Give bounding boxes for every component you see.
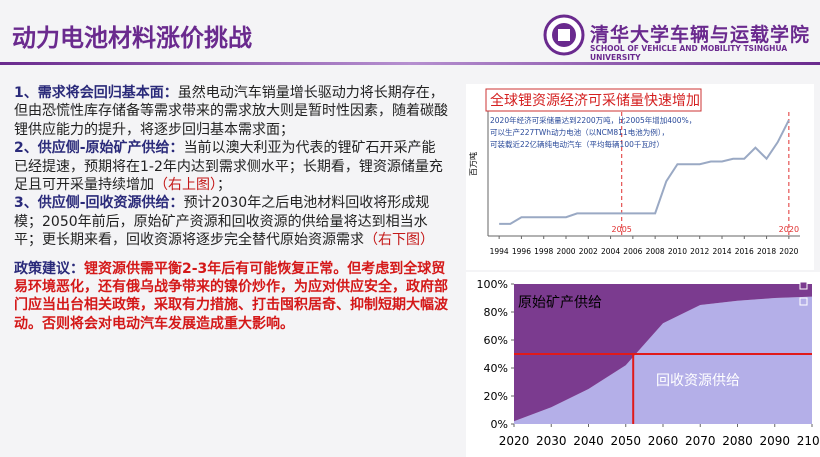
marker-label: 2020 [779,225,799,234]
area-chart: 0% 20% 40% 60% 80% 100% 2020 2030 2040 2050 2060 20… [466,272,820,457]
y-tick-label: 40% [484,362,508,375]
x-tick-label: 2100 [797,434,820,448]
y-tick-label: 80% [484,306,508,319]
x-tick-label: 2020 [499,434,530,448]
y-tick-label: 60% [484,334,508,347]
item: 3、供应侧-回收资源供给：预计2030年之后电池材料回收将形成规模；2050年前… [14,194,449,249]
x-tick-label: 1994 [490,247,509,256]
x-tick-label: 2080 [722,434,753,448]
text-panel: 1、需求将会回归基本面：虽然电动汽车销量增长驱动力将长期存在，但由恐慌性库存储备… [14,84,449,333]
x-tick-label: 2012 [690,247,709,256]
item: 1、需求将会回归基本面：虽然电动汽车销量增长驱动力将长期存在，但由恐慌性库存储备… [14,84,449,139]
chart-note: 2020年经济可采储量达到2200万吨，比2005年增加400%， [490,115,696,125]
item-ref: （右下图） [364,232,434,249]
series-label: 原始矿产供给 [518,295,602,311]
marker-label: 2005 [612,225,632,234]
logo [543,14,585,56]
chart-note: 可以生产227TWh动力电池（以NCM811电池为例）， [490,127,669,137]
x-tick-label: 1996 [512,247,531,256]
item-heading: 2、供应侧-原始矿产供给： [14,140,184,157]
item-text: 虽然电动汽车销量增长驱动力将长期存在，但由恐慌性库存储备等需求带来的需求放大则是… [14,85,448,138]
y-tick-label: 0% [491,418,508,431]
x-tick-label: 2060 [648,434,679,448]
header-rule [0,62,820,65]
policy: 政策建议：锂资源供需平衡2-3年后有可能恢复正常。但考虑到全球贸易环境恶化，还有… [14,260,449,334]
x-tick-label: 2008 [646,247,665,256]
policy-heading: 政策建议： [14,260,84,277]
legend-swatch [799,297,808,306]
legend-swatch [799,281,808,290]
x-tick-label: 2002 [579,247,598,256]
x-tick-label: 2018 [757,247,776,256]
item-text: 当前以澳大利亚为代表的锂矿石开采产能已经提速，预期将在1-2年内达到需求侧水平；… [14,140,443,194]
x-tick-label: 2020 [779,247,798,256]
item-ref: （右上图） [154,177,217,194]
plot-bg [466,84,814,270]
x-tick-label: 2006 [623,247,642,256]
chart-note: 可装载近22亿辆纯电动汽车（平均每辆100千瓦时） [490,139,664,149]
x-tick-label: 2040 [573,434,604,448]
item: 2、供应侧-原始矿产供给：当前以澳大利亚为代表的锂矿石开采产能已经提速，预期将在… [14,139,449,194]
x-tick-label: 2070 [685,434,716,448]
area [514,284,812,422]
chart-title: 全球锂资源经济可采储量快速增加 [490,92,700,109]
slide-title: 动力电池材料涨价挑战 [12,24,252,52]
school-name: 清华大学车辆与运载学院 [590,24,811,46]
x-tick-label: 2010 [668,247,687,256]
y-tick-label: 100% [477,278,508,291]
x-tick-label: 2090 [759,434,790,448]
x-tick-label: 2050 [610,434,641,448]
y-tick-label: 20% [484,390,508,403]
school-name-en: SCHOOL OF VEHICLE AND MOBILITY TSINGHUA … [590,44,788,62]
policy-text: 锂资源供需平衡2-3年后有可能恢复正常。但考虑到全球贸易环境恶化，还有俄乌战争带… [14,260,448,332]
data-line [499,119,790,225]
item-heading: 3、供应侧-回收资源供给： [14,195,184,212]
item-tail: ； [217,177,231,194]
series-label: 回收资源供给 [656,373,740,389]
x-tick-label: 2004 [601,247,620,256]
y-label: 百万吨 [468,152,478,176]
item-text: 预计2030年之后电池材料回收将形成规模；2050年前后，原始矿产资源和回收资源… [14,195,430,249]
x-tick-label: 2014 [712,247,731,256]
item-heading: 1、需求将会回归基本面： [14,85,178,101]
x-tick-label: 1998 [534,247,553,256]
x-tick-label: 2000 [556,247,575,256]
x-tick-label: 2016 [735,247,754,256]
title-box [485,88,702,112]
area [514,296,812,424]
x-tick-label: 2030 [536,434,567,448]
